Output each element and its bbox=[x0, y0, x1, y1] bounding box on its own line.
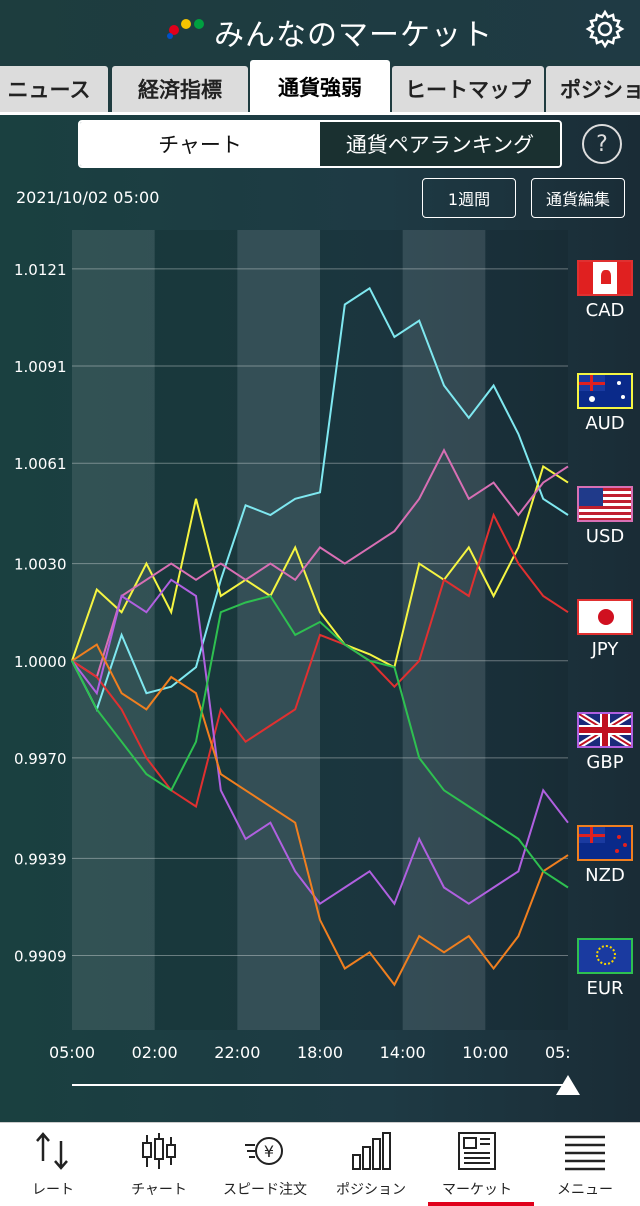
chart-timestamp: 2021/10/02 05:00 bbox=[16, 188, 160, 207]
y-tick-label: 0.9970 bbox=[14, 750, 67, 768]
tab-economic-indicators[interactable]: 経済指標 bbox=[112, 66, 248, 112]
view-segment-control: チャート 通貨ペアランキング bbox=[78, 120, 562, 168]
legend-item-eur[interactable]: EUR bbox=[574, 938, 636, 999]
bottom-nav: レート チャート ¥ スピード注文 ポジション bbox=[0, 1122, 640, 1206]
segment-pair-ranking[interactable]: 通貨ペアランキング bbox=[320, 122, 560, 166]
nav-menu[interactable]: メニュー bbox=[532, 1123, 638, 1206]
y-tick-label: 0.9939 bbox=[14, 850, 67, 868]
nav-active-indicator bbox=[428, 1202, 534, 1206]
nav-label: チャート bbox=[131, 1182, 187, 1198]
tab-heatmap[interactable]: ヒートマップ bbox=[392, 66, 544, 112]
time-slider-thumb[interactable] bbox=[556, 1075, 580, 1095]
x-tick-label: 05:00 bbox=[545, 1043, 570, 1062]
edit-currencies-button[interactable]: 通貨編集 bbox=[531, 178, 625, 218]
nav-market[interactable]: マーケット bbox=[424, 1123, 530, 1206]
app-logo-icon bbox=[167, 19, 204, 39]
chart-band bbox=[237, 230, 320, 1030]
series-line-aud bbox=[71, 464, 569, 669]
gear-icon[interactable] bbox=[584, 8, 626, 50]
tab-label: ニュース bbox=[7, 78, 91, 102]
newspaper-icon bbox=[458, 1132, 496, 1170]
series-line-usd bbox=[71, 447, 569, 679]
legend-label: AUD bbox=[585, 413, 625, 434]
time-slider-track[interactable] bbox=[72, 1084, 566, 1086]
nav-label: マーケット bbox=[442, 1182, 512, 1198]
segment-chart[interactable]: チャート bbox=[80, 122, 320, 166]
y-tick-label: 1.0121 bbox=[14, 261, 67, 279]
x-tick-label: 22:00 bbox=[214, 1043, 260, 1062]
menu-lines-icon bbox=[565, 1135, 605, 1171]
x-tick-label: 10:00 bbox=[462, 1043, 508, 1062]
series-line-nzd bbox=[71, 643, 569, 987]
chart-band bbox=[402, 230, 486, 1030]
rate-arrows-icon bbox=[36, 1132, 68, 1170]
tab-label: ヒートマップ bbox=[405, 78, 531, 102]
legend-label: CAD bbox=[585, 300, 625, 321]
legend-item-nzd[interactable]: NZD bbox=[574, 825, 636, 886]
help-button[interactable]: ? bbox=[582, 124, 622, 164]
nav-label: ポジション bbox=[336, 1182, 406, 1198]
chart-band bbox=[485, 230, 568, 1030]
legend-item-usd[interactable]: USD bbox=[574, 486, 636, 547]
tab-underline bbox=[0, 112, 640, 115]
nav-label: スピード注文 bbox=[223, 1182, 307, 1198]
x-tick-label: 14:00 bbox=[380, 1043, 426, 1062]
nav-speed-order[interactable]: ¥ スピード注文 bbox=[212, 1123, 318, 1206]
x-tick-label: 05:00 bbox=[49, 1043, 95, 1062]
tab-label: 通貨強弱 bbox=[278, 76, 362, 100]
legend-label: USD bbox=[585, 526, 625, 547]
tab-label: ポジショ bbox=[560, 78, 640, 102]
tab-bar: ニュース 経済指標 通貨強弱 ヒートマップ ポジショ bbox=[0, 60, 640, 114]
legend-item-gbp[interactable]: GBP bbox=[574, 712, 636, 773]
tab-currency-strength[interactable]: 通貨強弱 bbox=[250, 60, 390, 114]
position-bars-icon bbox=[352, 1132, 391, 1170]
y-tick-label: 1.0061 bbox=[14, 455, 67, 473]
y-tick-label: 0.9909 bbox=[14, 948, 67, 966]
series-line-cad bbox=[71, 286, 569, 712]
legend-label: NZD bbox=[585, 865, 625, 886]
legend-label: EUR bbox=[586, 978, 624, 999]
currency-strength-chart[interactable]: 1.0121 1.0091 1.0061 1.0030 1.0000 0.9970 0.99… bbox=[0, 230, 570, 1070]
tab-label: 経済指標 bbox=[138, 78, 222, 102]
usa-flag-icon bbox=[577, 486, 633, 522]
legend-label: GBP bbox=[586, 752, 624, 773]
new-zealand-flag-icon bbox=[577, 825, 633, 861]
legend-label: JPY bbox=[591, 639, 619, 660]
australia-flag-icon bbox=[577, 373, 633, 409]
period-button[interactable]: 1週間 bbox=[422, 178, 516, 218]
candlestick-icon bbox=[142, 1133, 176, 1169]
japan-flag-icon bbox=[577, 599, 633, 635]
nav-rate[interactable]: レート bbox=[0, 1123, 106, 1206]
uk-flag-icon bbox=[577, 712, 633, 748]
app-header: みんなのマーケット bbox=[0, 0, 640, 60]
y-tick-label: 1.0091 bbox=[14, 358, 67, 376]
speed-order-icon: ¥ bbox=[245, 1137, 283, 1165]
y-tick-label: 1.0030 bbox=[14, 556, 67, 574]
eu-flag-icon bbox=[577, 938, 633, 974]
x-tick-label: 02:00 bbox=[132, 1043, 178, 1062]
nav-label: レート bbox=[32, 1182, 74, 1198]
series-line-jpy bbox=[71, 512, 569, 809]
chart-band bbox=[154, 230, 238, 1030]
y-tick-label: 1.0000 bbox=[14, 653, 67, 671]
tab-news[interactable]: ニュース bbox=[0, 66, 108, 112]
app-title: みんなのマーケット bbox=[214, 18, 493, 53]
x-tick-label: 18:00 bbox=[297, 1043, 343, 1062]
nav-label: メニュー bbox=[557, 1182, 613, 1198]
legend-item-cad[interactable]: CAD bbox=[574, 260, 636, 321]
canada-flag-icon bbox=[577, 260, 633, 296]
series-line-eur bbox=[71, 594, 569, 889]
nav-chart[interactable]: チャート bbox=[106, 1123, 212, 1206]
tab-positions[interactable]: ポジショ bbox=[546, 66, 640, 112]
nav-position[interactable]: ポジション bbox=[318, 1123, 424, 1206]
legend-item-aud[interactable]: AUD bbox=[574, 373, 636, 434]
svg-text:¥: ¥ bbox=[264, 1142, 274, 1161]
legend-item-jpy[interactable]: JPY bbox=[574, 599, 636, 660]
series-line-gbp bbox=[71, 578, 569, 906]
